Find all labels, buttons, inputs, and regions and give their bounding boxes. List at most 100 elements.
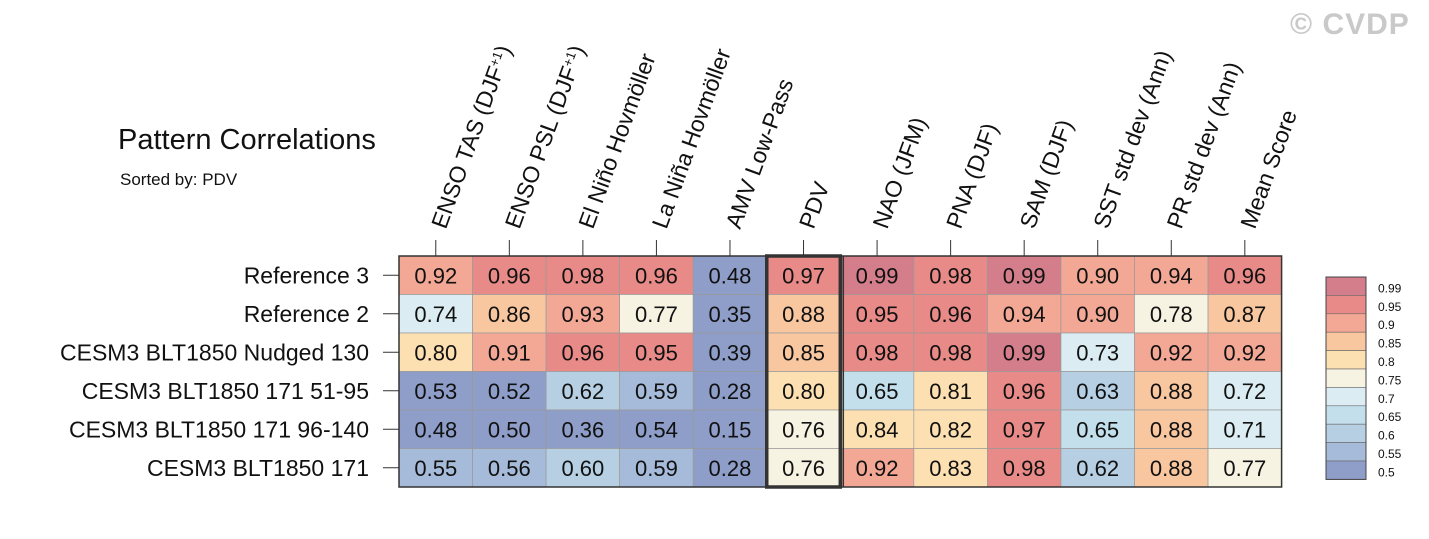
cell-value-label: 0.88 bbox=[1150, 417, 1193, 442]
cell-value-label: 0.98 bbox=[929, 263, 972, 288]
heatmap-cell bbox=[398, 294, 473, 334]
cell-value-label: 0.28 bbox=[709, 456, 752, 481]
cell-value-label: 0.39 bbox=[709, 340, 752, 365]
cell-value-label: 0.76 bbox=[782, 456, 825, 481]
colorbar-label: 0.95 bbox=[1378, 300, 1402, 314]
cell-value-label: 0.98 bbox=[1003, 456, 1046, 481]
colorbar-swatch bbox=[1325, 423, 1367, 443]
row-label-cesm3-blt1850-171-51-95: CESM3 BLT1850 171 51-95 bbox=[82, 378, 369, 404]
heatmap-cell bbox=[766, 409, 841, 449]
cell-value-label: 0.96 bbox=[635, 263, 678, 288]
heatmap-cell bbox=[692, 409, 768, 449]
colorbar-label: 0.65 bbox=[1378, 410, 1402, 424]
heatmap-cell bbox=[1060, 409, 1135, 449]
chart-subtitle: Sorted by: PDV bbox=[120, 170, 238, 189]
colorbar-label: 0.7 bbox=[1378, 392, 1395, 406]
cell-value-label: 0.54 bbox=[635, 417, 678, 442]
cell-value-label: 0.55 bbox=[414, 456, 457, 481]
column-label-pr-std-dev-ann: PR std dev (Ann) bbox=[1162, 58, 1246, 231]
heatmap-cell bbox=[398, 448, 473, 488]
cell-value-label: 0.97 bbox=[1003, 417, 1046, 442]
cell-value-label: 0.74 bbox=[414, 302, 457, 327]
cell-value-label: 0.93 bbox=[561, 302, 604, 327]
heatmap-cell bbox=[619, 409, 694, 449]
heatmap-cell bbox=[1134, 371, 1209, 411]
cell-value-label: 0.96 bbox=[1223, 263, 1266, 288]
cell-value-label: 0.94 bbox=[1003, 302, 1046, 327]
row-label-cesm3-blt1850-171: CESM3 BLT1850 171 bbox=[147, 455, 369, 481]
column-label-el-ni-o-hovm-ller: El Niño Hovmöller bbox=[573, 50, 660, 232]
colorbar-label: 0.85 bbox=[1378, 337, 1402, 351]
heatmap-cell bbox=[839, 448, 915, 488]
cell-value-label: 0.71 bbox=[1223, 417, 1266, 442]
heatmap-cell bbox=[1207, 294, 1282, 334]
cell-value-label: 0.92 bbox=[1150, 340, 1193, 365]
heatmap-cell bbox=[545, 371, 620, 411]
heatmap-cell bbox=[913, 448, 988, 488]
cell-value-label: 0.96 bbox=[929, 302, 972, 327]
cell-value-label: 0.94 bbox=[1150, 263, 1193, 288]
heatmap-cell bbox=[398, 332, 473, 372]
heatmap-cell bbox=[766, 294, 841, 334]
heatmap-cell bbox=[1207, 409, 1282, 449]
column-label-pna-djf: PNA (DJF) bbox=[941, 120, 1003, 232]
colorbar-border bbox=[1325, 276, 1367, 480]
cell-value-label: 0.72 bbox=[1223, 379, 1266, 404]
heatmap-cell bbox=[766, 371, 841, 411]
heatmap-cell bbox=[913, 409, 988, 449]
cell-value-label: 0.99 bbox=[1003, 340, 1046, 365]
cell-value-label: 0.65 bbox=[856, 379, 899, 404]
colorbar-label: 0.75 bbox=[1378, 373, 1402, 387]
colorbar-label: 0.99 bbox=[1378, 281, 1402, 295]
colorbar-swatch bbox=[1325, 368, 1367, 388]
cell-value-label: 0.56 bbox=[488, 456, 531, 481]
cell-value-label: 0.95 bbox=[635, 340, 678, 365]
cell-value-label: 0.77 bbox=[635, 302, 678, 327]
watermark: © CVDP bbox=[1290, 8, 1410, 41]
colorbar-label: 0.8 bbox=[1378, 355, 1395, 369]
cell-value-label: 0.82 bbox=[929, 417, 972, 442]
heatmap-cell bbox=[766, 448, 841, 488]
heatmap-cell bbox=[619, 448, 694, 488]
heatmap-cell bbox=[398, 409, 473, 449]
heatmap-cell bbox=[839, 371, 915, 411]
cell-value-label: 0.92 bbox=[1223, 340, 1266, 365]
cell-value-label: 0.97 bbox=[782, 263, 825, 288]
colorbar-swatch bbox=[1325, 313, 1367, 333]
heatmap-cell bbox=[1134, 448, 1209, 488]
cell-value-label: 0.92 bbox=[856, 456, 899, 481]
cell-value-label: 0.96 bbox=[1003, 379, 1046, 404]
cell-value-label: 0.36 bbox=[561, 417, 604, 442]
cell-value-label: 0.95 bbox=[856, 302, 899, 327]
row-label-reference-2: Reference 2 bbox=[244, 301, 369, 327]
cell-value-label: 0.99 bbox=[856, 263, 899, 288]
colorbar-label: 0.55 bbox=[1378, 447, 1402, 461]
colorbar-swatch bbox=[1325, 331, 1367, 351]
cell-value-label: 0.88 bbox=[1150, 379, 1193, 404]
column-label-pdv: PDV bbox=[794, 178, 835, 232]
cell-value-label: 0.48 bbox=[414, 417, 457, 442]
colorbar-swatch bbox=[1325, 350, 1367, 370]
heatmap-cell bbox=[839, 294, 915, 334]
cell-value-label: 0.96 bbox=[488, 263, 531, 288]
column-label-enso-tas-djf-1: ENSO TAS (DJF+1) bbox=[426, 42, 516, 232]
cell-value-label: 0.53 bbox=[414, 379, 457, 404]
cell-value-label: 0.92 bbox=[414, 263, 457, 288]
cell-value-label: 0.60 bbox=[561, 456, 604, 481]
column-label-la-ni-a-hovm-ller: La Niña Hovmöller bbox=[647, 45, 736, 232]
cell-value-label: 0.35 bbox=[709, 302, 752, 327]
heatmap-cell bbox=[398, 371, 473, 411]
heatmap-cell bbox=[619, 332, 694, 372]
column-label-nao-jfm: NAO (JFM) bbox=[867, 114, 931, 232]
column-label-amv-low-pass: AMV Low-Pass bbox=[720, 75, 798, 232]
cell-value-label: 0.48 bbox=[709, 263, 752, 288]
colorbar-swatch bbox=[1325, 387, 1367, 407]
cell-value-label: 0.87 bbox=[1223, 302, 1266, 327]
cell-value-label: 0.62 bbox=[1076, 456, 1119, 481]
row-label-reference-3: Reference 3 bbox=[244, 262, 369, 288]
heatmap-cell bbox=[987, 332, 1062, 372]
cell-value-label: 0.73 bbox=[1076, 340, 1119, 365]
cell-value-label: 0.65 bbox=[1076, 417, 1119, 442]
colorbar-swatch bbox=[1325, 276, 1367, 296]
heatmap-cell bbox=[1207, 255, 1282, 295]
